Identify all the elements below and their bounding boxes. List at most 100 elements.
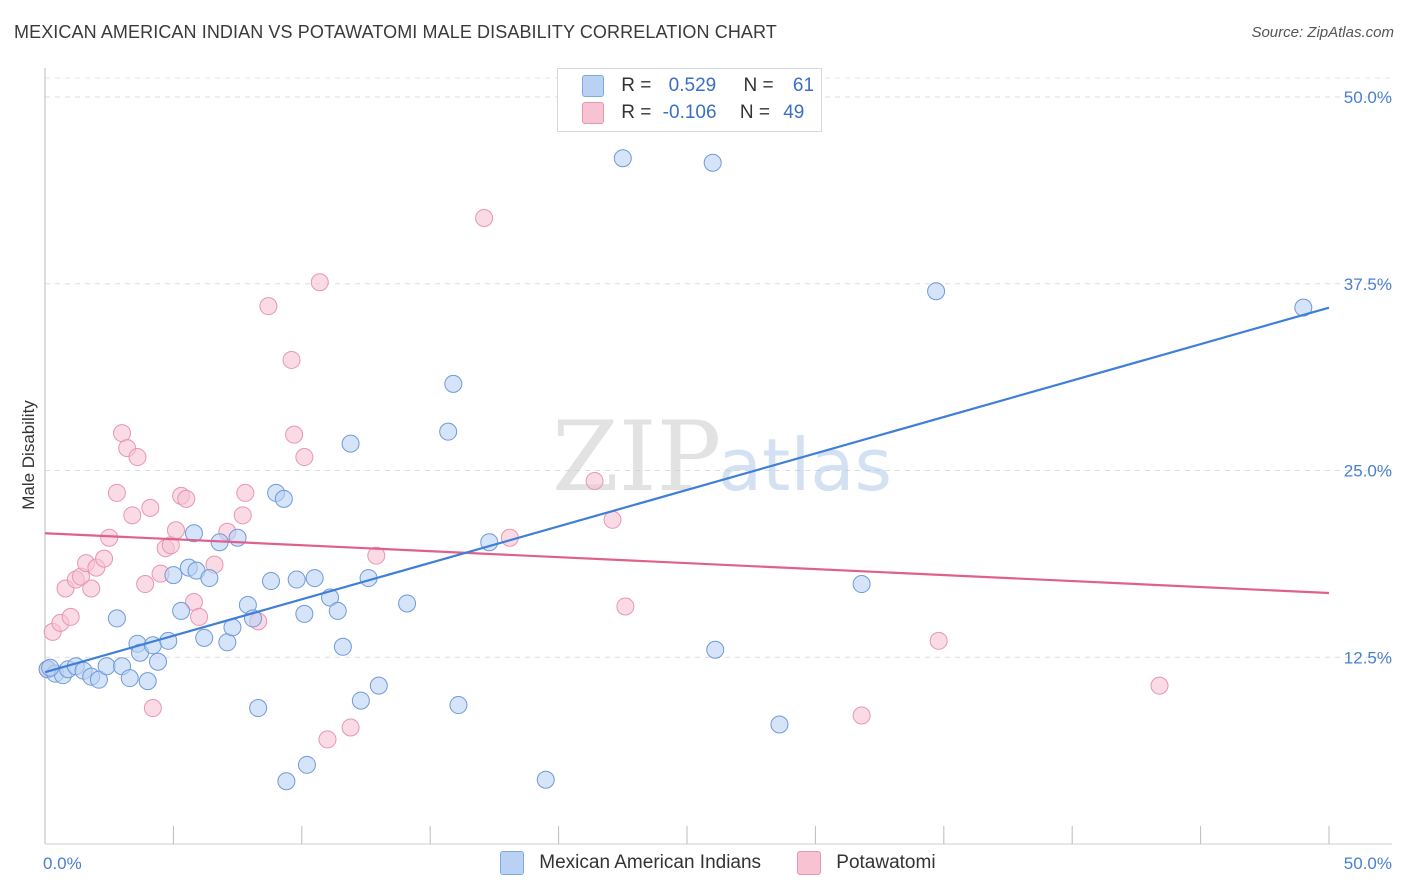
source-credit: Source: ZipAtlas.com: [1251, 24, 1394, 41]
mexican-american-indian-point: [218, 633, 237, 652]
potawatomi-point: [143, 699, 162, 718]
legend-row-mexican-american-indians: R = 0.529 N = 61: [582, 75, 814, 101]
potawatomi-point: [367, 546, 386, 565]
mexican-american-indian-point: [148, 652, 167, 671]
mexican-american-indian-point: [184, 524, 203, 543]
bottom-legend-mexican-american-indians: Mexican American Indians: [500, 851, 761, 875]
potawatomi-point: [107, 483, 126, 502]
potawatomi-point: [929, 631, 948, 650]
potawatomi-point: [318, 730, 337, 749]
mexican-american-indian-point: [927, 282, 946, 301]
potawatomi-point: [285, 425, 304, 444]
x-tick-label-min: 0.0%: [43, 854, 82, 873]
legend-r-label: R =: [621, 75, 652, 97]
potawatomi-point: [95, 549, 114, 568]
potawatomi-point: [166, 521, 185, 540]
bottom-legend-swatch-blue: [500, 851, 524, 875]
stats-legend: R = 0.529 N = 61 R = -0.106 N = 49: [557, 68, 822, 132]
mexican-american-indian-point: [703, 153, 722, 172]
mexican-american-indian-point: [138, 672, 157, 691]
potawatomi-point: [141, 498, 160, 517]
y-tick-label: 50.0%: [1344, 88, 1392, 107]
y-tick-label: 37.5%: [1344, 275, 1392, 294]
trend-lines: [44, 306, 1330, 674]
mexican-american-indian-point: [613, 149, 632, 168]
mexican-american-indian-point: [852, 575, 871, 594]
potawatomi-point: [136, 575, 155, 594]
legend-n-label: N =: [743, 75, 774, 97]
mexican-american-indian-point: [706, 640, 725, 659]
potawatomi-point: [585, 471, 604, 490]
potawatomi-point: [233, 506, 252, 525]
potawatomi-point: [123, 506, 142, 525]
mexican-american-indian-point: [351, 691, 370, 710]
axes: [44, 68, 1392, 845]
mexican-american-indian-point: [536, 770, 555, 789]
potawatomi-point: [236, 483, 255, 502]
y-tick-label: 25.0%: [1344, 462, 1392, 481]
potawatomi-point: [100, 528, 119, 547]
mexican-american-indian-point: [328, 601, 347, 620]
potawatomi-point: [341, 718, 360, 737]
mexican-american-indian-point: [41, 658, 60, 677]
potawatomi-point: [82, 579, 101, 598]
potawatomi-point: [128, 448, 147, 467]
mexican-american-indian-point: [439, 422, 458, 441]
mexican-american-indian-point: [770, 715, 789, 734]
legend-n-value: 49: [783, 102, 805, 124]
mexican-american-indian-point: [249, 699, 268, 718]
potawatomi-point: [190, 607, 209, 626]
bottom-legend-label: Potawatomi: [836, 852, 936, 874]
mexican-american-indian-point: [295, 604, 314, 623]
mexican-american-indian-point: [228, 528, 247, 547]
mexican-american-indian-point: [261, 572, 280, 591]
mexican-american-indian-point: [449, 696, 468, 715]
potawatomi-point: [113, 424, 132, 443]
chart-title: MEXICAN AMERICAN INDIAN VS POTAWATOMI MA…: [14, 22, 777, 42]
bottom-legend-label: Mexican American Indians: [539, 852, 762, 874]
potawatomi-point: [61, 607, 80, 626]
potawatomi-point: [295, 448, 314, 467]
x-tick-label-max: 50.0%: [1344, 854, 1392, 873]
y-tick-label: 12.5%: [1344, 648, 1392, 667]
legend-row-potawatomi: R = -0.106 N = 49: [582, 102, 804, 128]
legend-r-value: -0.106: [662, 102, 717, 124]
legend-n-value: 61: [792, 75, 815, 97]
mexican-american-indian-point: [333, 637, 352, 656]
potawatomi-point: [616, 597, 635, 616]
y-axis-label: Male Disability: [19, 400, 38, 510]
watermark-zip: ZIP: [552, 401, 721, 513]
bottom-legend-potawatomi: Potawatomi: [797, 851, 936, 875]
potawatomi-point: [475, 209, 494, 228]
mexican-american-indian-point: [107, 609, 126, 628]
mexican-american-indian-point: [398, 594, 417, 613]
mexican-american-indian-point: [297, 755, 316, 774]
mexican-american-indian-point: [97, 657, 116, 676]
y-tick-labels: 12.5% 25.0% 37.5% 50.0%: [1344, 88, 1392, 667]
watermark-atlas: atlas: [718, 423, 892, 507]
mexican-american-indian-point: [305, 569, 324, 588]
mexican-american-indian-point: [164, 566, 183, 585]
mexican-american-indian-point: [341, 434, 360, 453]
bottom-legend-swatch-pink: [797, 851, 821, 875]
mexican-american-indian-point: [274, 489, 293, 508]
mexican-american-indian-point: [277, 772, 296, 791]
mexican-american-indian-point: [195, 628, 214, 647]
mexican-american-indian-point: [1294, 298, 1313, 317]
mexican-american-indian-point: [172, 601, 191, 620]
mexican-american-indian-point: [89, 670, 108, 689]
potawatomi-trend-line: [44, 532, 1330, 595]
legend-swatch-blue: [582, 75, 604, 97]
potawatomi-point: [259, 297, 278, 316]
potawatomi-points: [38, 209, 1169, 749]
legend-r-label: R =: [621, 102, 652, 124]
potawatomi-point: [177, 489, 196, 508]
legend-r-value: 0.529: [668, 75, 717, 97]
legend-n-label: N =: [739, 102, 770, 124]
mexican-american-indian-point: [120, 669, 139, 688]
legend-swatch-pink: [582, 102, 604, 124]
mexican-american-indian-trend-line: [44, 306, 1330, 674]
mexican-american-indian-point: [369, 676, 388, 695]
mexican-american-indian-point: [200, 569, 219, 588]
